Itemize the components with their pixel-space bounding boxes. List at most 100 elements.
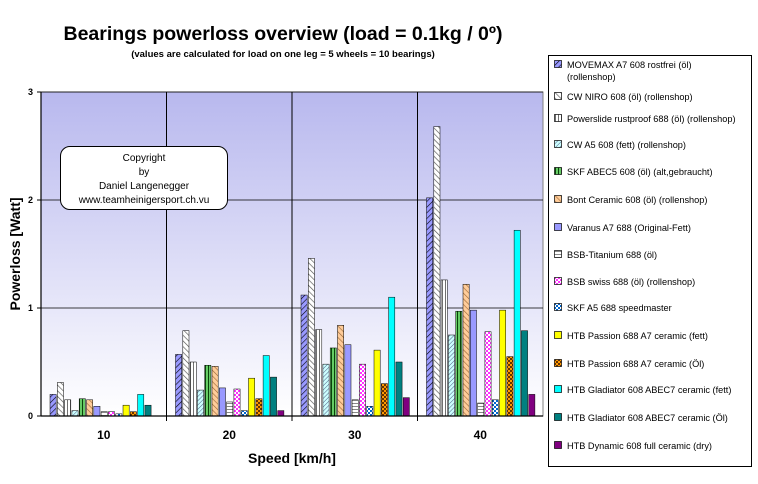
legend-label: BSB swiss 688 (öl) (rollenshop) xyxy=(567,277,696,287)
bar xyxy=(175,354,182,417)
legend-swatch xyxy=(554,92,562,100)
x-tick-label: 20 xyxy=(223,428,237,442)
bar xyxy=(57,382,64,417)
bar xyxy=(484,331,492,417)
legend-swatch xyxy=(554,385,562,393)
bar xyxy=(122,404,130,417)
bar xyxy=(499,309,506,417)
bar xyxy=(506,356,514,417)
bars xyxy=(49,126,536,417)
legend-swatch xyxy=(554,140,562,148)
copyright-box: Copyright by Daniel Langenegger www.team… xyxy=(60,146,228,210)
copyright-line: Copyright xyxy=(122,153,166,164)
x-tick-label: 40 xyxy=(474,428,488,442)
legend-label: CW A5 608 (fett) (rollenshop) xyxy=(567,140,686,150)
bar xyxy=(521,330,528,417)
bar xyxy=(322,363,330,417)
bar xyxy=(455,310,463,417)
copyright-line: by xyxy=(138,167,150,178)
y-axis-label: Powerloss [Watt] xyxy=(7,197,23,310)
legend-swatch xyxy=(554,167,562,175)
legend-label: HTB Passion 688 A7 ceramic (fett) xyxy=(567,331,708,341)
bar xyxy=(93,406,101,417)
copyright-url: www.teamheinigersport.ch.vu xyxy=(78,195,210,206)
legend-swatch xyxy=(554,195,562,203)
legend-label: HTB Gladiator 608 ABEC7 ceramic (fett) xyxy=(567,385,732,395)
bar xyxy=(189,361,197,417)
bar xyxy=(337,325,344,417)
x-axis-label: Speed [km/h] xyxy=(248,450,336,466)
bar xyxy=(130,411,137,417)
legend-label: HTB Dynamic 608 full ceramic (dry) xyxy=(567,441,712,451)
bar xyxy=(462,283,470,417)
bar xyxy=(137,394,145,417)
legend-label: SKF A5 688 speedmaster xyxy=(567,303,672,313)
legend-label: SKF ABEC5 608 (öl) (alt,gebraucht) xyxy=(567,167,713,177)
chart-title: Bearings powerloss overview (load = 0.1k… xyxy=(64,23,503,45)
bar xyxy=(395,361,403,417)
legend-label: CW NIRO 608 (öl) (rollenshop) xyxy=(567,92,693,102)
legend-swatch xyxy=(554,413,562,421)
bar xyxy=(211,366,219,417)
bar xyxy=(440,279,448,417)
bar xyxy=(144,404,152,417)
bar xyxy=(182,330,190,417)
chart-subtitle: (values are calculated for load on one l… xyxy=(131,49,435,60)
bar xyxy=(248,377,255,417)
bar xyxy=(513,229,521,417)
y-tick-label: 2 xyxy=(28,195,33,205)
y-tick-label: 3 xyxy=(28,87,33,97)
bar xyxy=(49,394,57,417)
bar xyxy=(270,376,277,417)
bar xyxy=(219,387,226,417)
bar xyxy=(226,401,234,417)
bar xyxy=(491,399,499,417)
bar xyxy=(315,329,323,417)
bar xyxy=(433,126,441,417)
bar xyxy=(373,349,381,417)
x-tick-label: 10 xyxy=(97,428,111,442)
bar xyxy=(204,364,212,417)
legend-swatch xyxy=(554,277,562,285)
legend-label: Varanus A7 688 (Original-Fett) xyxy=(567,223,691,233)
legend-label: MOVEMAX A7 608 rostfrei (öl) (rollenshop… xyxy=(567,60,692,82)
bar xyxy=(233,388,241,417)
axes: 0 1 2 3 10 20 30 40 xyxy=(28,87,543,442)
bar xyxy=(108,411,115,417)
bar xyxy=(402,397,410,417)
legend-label: Bont Ceramic 608 (öl) (rollenshop) xyxy=(567,195,708,205)
bar xyxy=(78,398,86,417)
legend-swatch xyxy=(554,60,562,68)
bar xyxy=(359,363,366,417)
legend-swatch xyxy=(554,114,562,122)
legend-swatch xyxy=(554,250,562,258)
bar xyxy=(366,406,374,417)
legend-label: HTB Gladiator 608 ABEC7 ceramic (Öl) xyxy=(567,413,728,423)
bar xyxy=(308,258,315,417)
y-tick-label: 1 xyxy=(28,303,33,313)
bar xyxy=(470,309,477,417)
bar xyxy=(381,383,388,417)
bar xyxy=(71,410,79,417)
bar xyxy=(329,347,337,417)
y-tick-label: 0 xyxy=(28,411,33,421)
bar xyxy=(86,399,93,417)
x-tick-label: 30 xyxy=(348,428,362,442)
bar xyxy=(100,411,108,417)
bar xyxy=(277,410,285,417)
bar xyxy=(448,334,455,417)
legend-label: HTB Passion 688 A7 ceramic (Öl) xyxy=(567,359,705,369)
chart-legend: MOVEMAX A7 608 rostfrei (öl) (rollenshop… xyxy=(548,55,752,467)
bar xyxy=(64,399,72,417)
bar xyxy=(528,394,536,417)
bar xyxy=(240,410,248,417)
copyright-line: Daniel Langenegger xyxy=(98,181,190,192)
bar xyxy=(351,399,359,417)
bar xyxy=(344,344,352,417)
legend-label: Powerslide rustproof 688 (öl) (rollensho… xyxy=(567,114,736,124)
bar xyxy=(300,294,308,417)
bar xyxy=(477,402,485,417)
legend-swatch xyxy=(554,303,562,311)
legend-swatch xyxy=(554,223,562,231)
legend-swatch xyxy=(554,359,562,367)
